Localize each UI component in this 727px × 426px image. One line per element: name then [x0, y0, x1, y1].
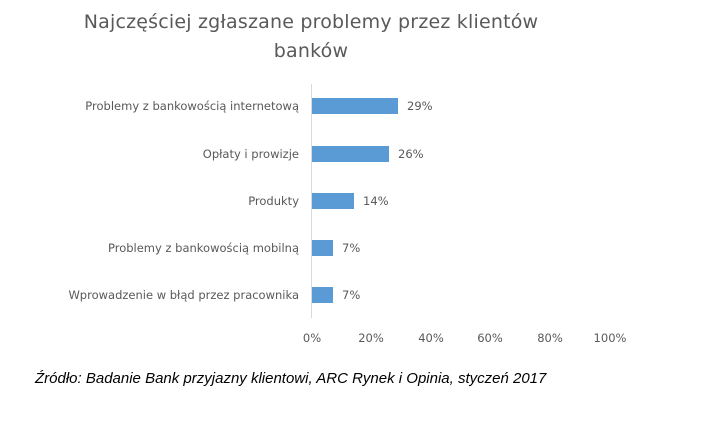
- chart-title-line-2: banków: [273, 40, 349, 62]
- bar: [312, 98, 398, 114]
- bar: [312, 193, 354, 209]
- x-tick-label: 80%: [537, 331, 563, 345]
- x-tick-label: 100%: [593, 331, 627, 345]
- chart-title: Najczęściej zgłaszane problemy przez kli…: [0, 8, 622, 66]
- value-label: 7%: [342, 288, 361, 302]
- chart-title-line-1: Najczęściej zgłaszane problemy przez kli…: [83, 11, 539, 33]
- x-tick-label: 60%: [477, 331, 503, 345]
- category-label: Problemy z bankowością mobilną: [107, 241, 299, 255]
- x-tick-label: 0%: [302, 331, 322, 345]
- bar: [312, 287, 333, 303]
- value-label: 26%: [398, 147, 424, 161]
- bar: [312, 240, 333, 256]
- category-label: Problemy z bankowością internetową: [85, 99, 299, 113]
- bar: [312, 146, 389, 162]
- value-label: 14%: [363, 194, 389, 208]
- x-tick-label: 20%: [358, 331, 384, 345]
- category-axis-line: [311, 84, 312, 318]
- source-caption: Źródło: Badanie Bank przyjazny klientowi…: [35, 370, 547, 387]
- category-label: Produkty: [248, 194, 299, 208]
- value-label: 29%: [407, 99, 433, 113]
- value-label: 7%: [342, 241, 361, 255]
- x-tick-label: 40%: [418, 331, 444, 345]
- category-label: Opłaty i prowizje: [202, 147, 299, 161]
- category-label: Wprowadzenie w błąd przez pracownika: [68, 288, 299, 302]
